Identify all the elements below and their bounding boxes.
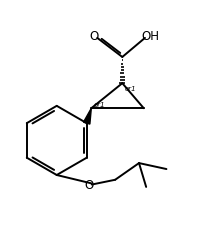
Polygon shape <box>84 109 91 125</box>
Text: OH: OH <box>141 29 159 42</box>
Text: O: O <box>84 178 94 191</box>
Text: or1: or1 <box>125 86 137 92</box>
Text: O: O <box>90 29 99 42</box>
Text: or1: or1 <box>94 102 106 108</box>
